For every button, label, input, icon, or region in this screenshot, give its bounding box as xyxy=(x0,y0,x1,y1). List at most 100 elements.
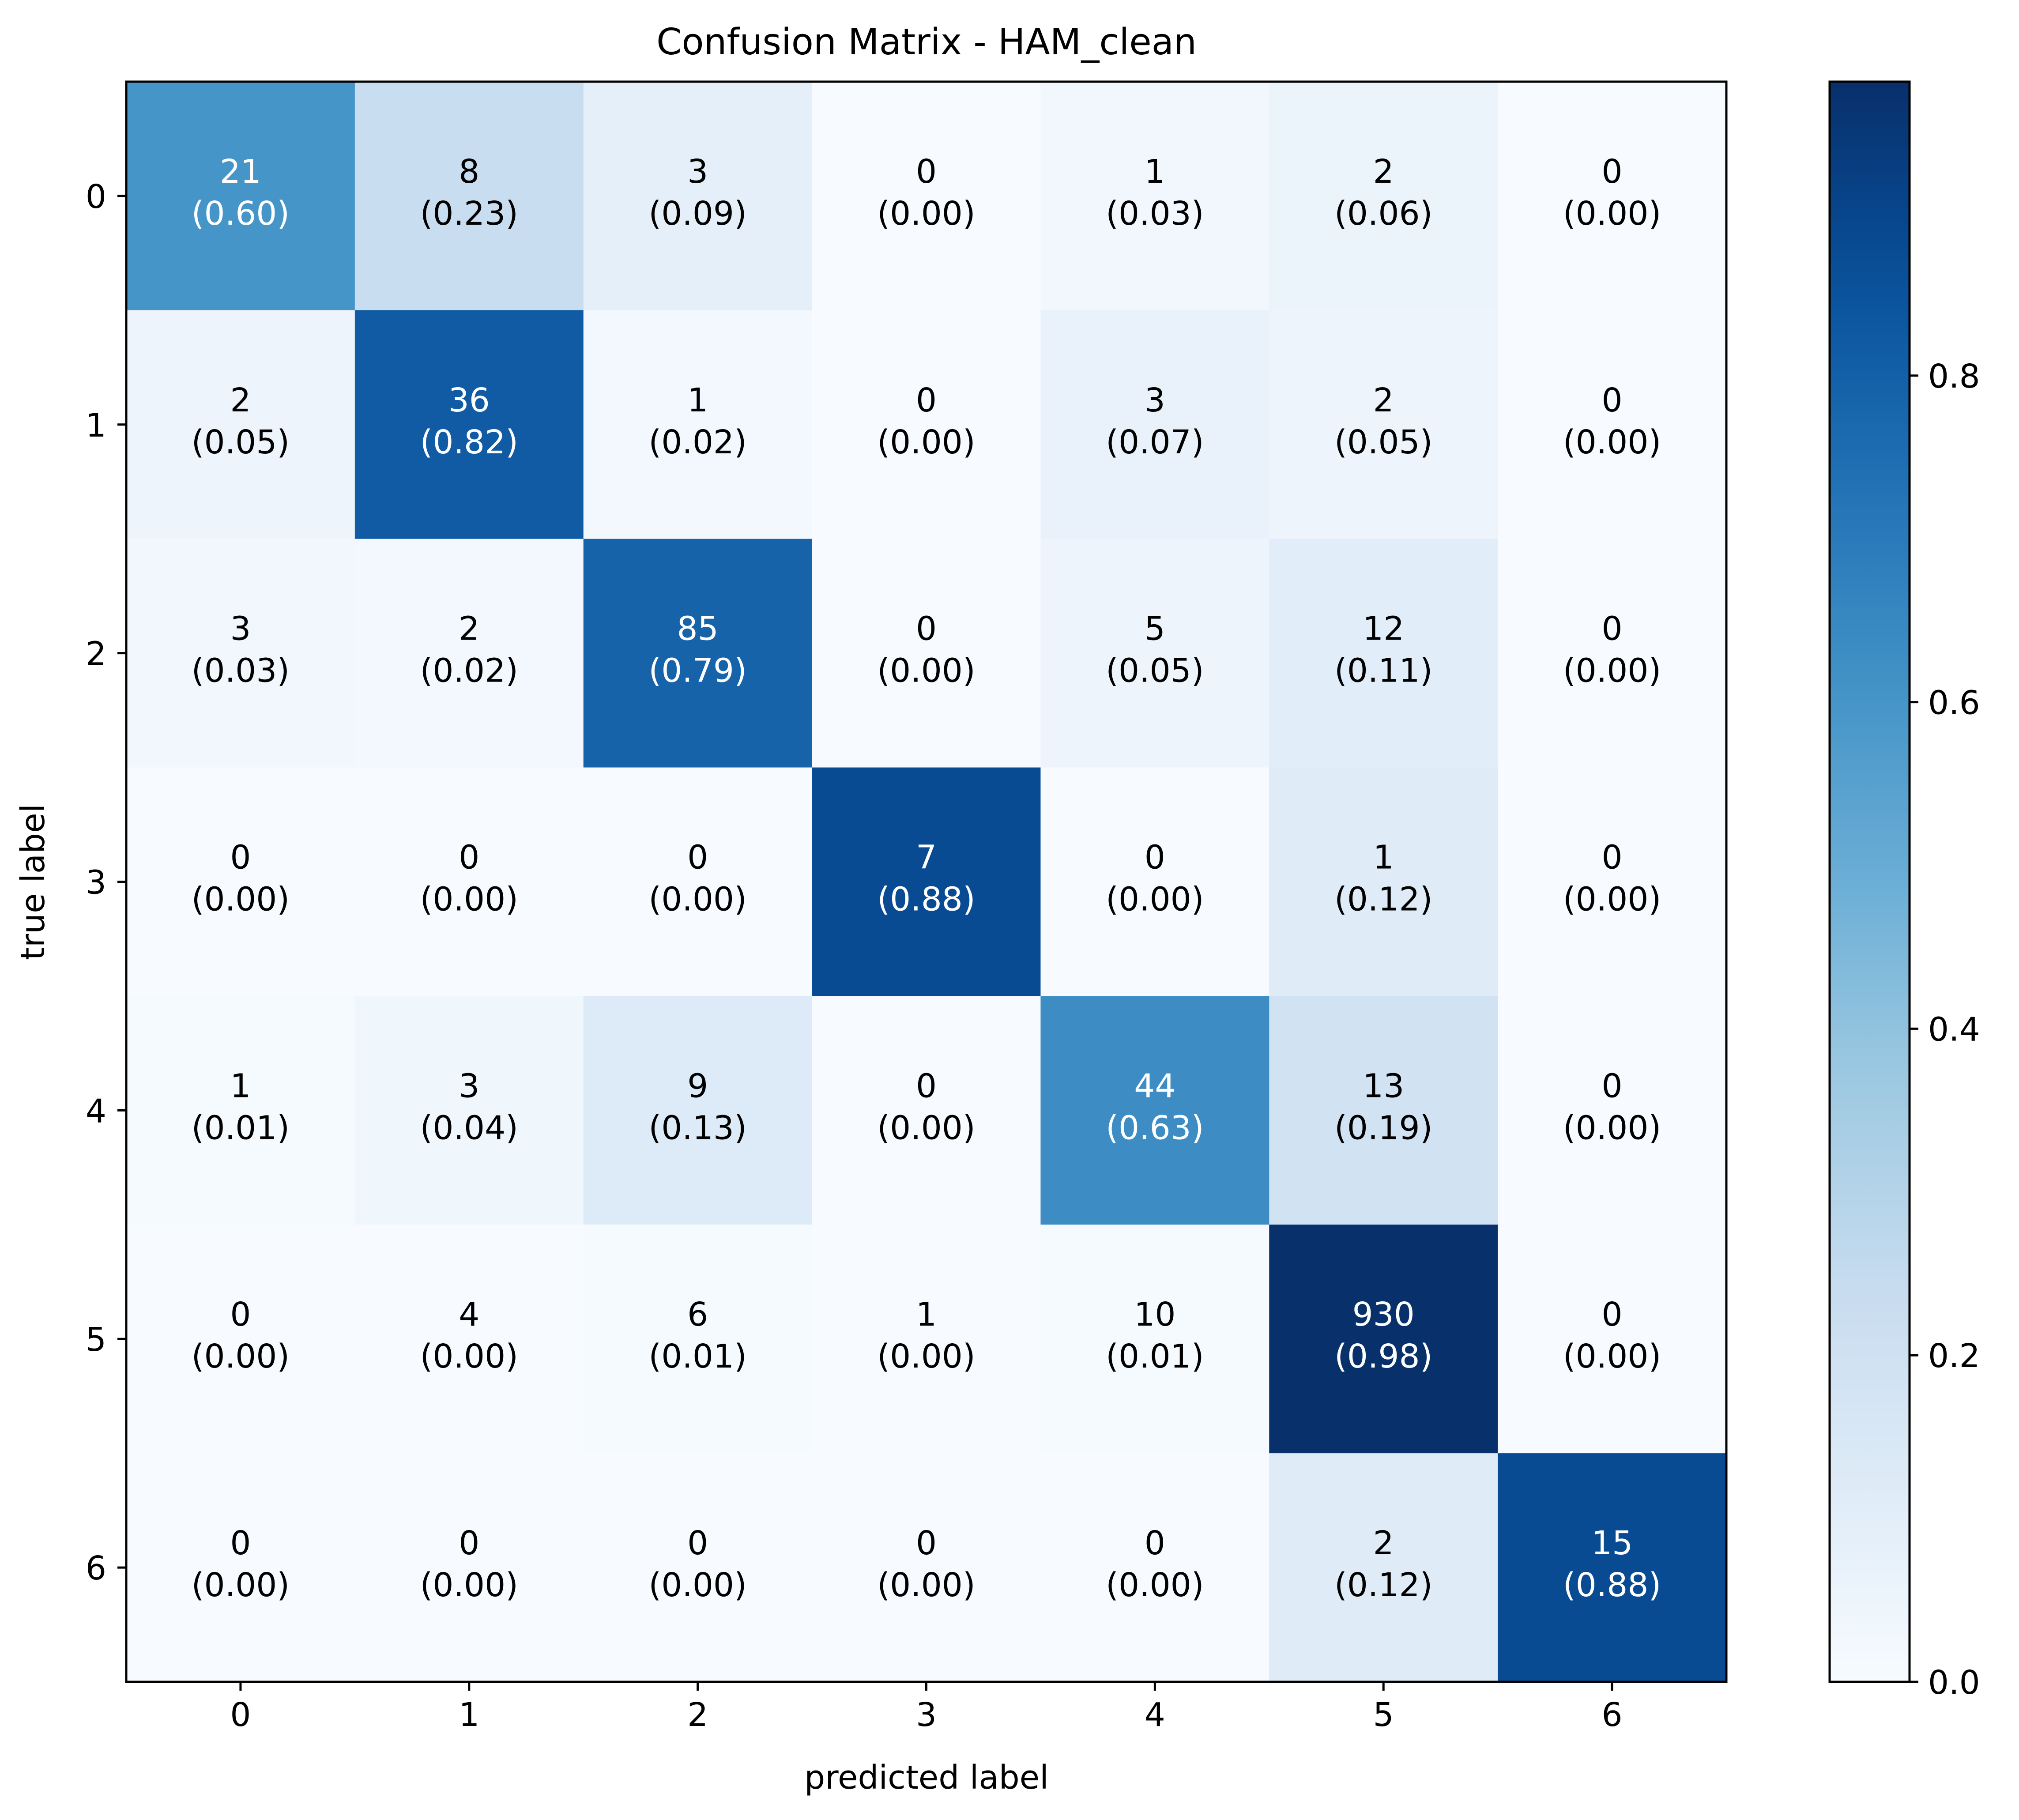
cell-count-label: 2 xyxy=(1373,1524,1394,1562)
cell-normalized-label: (0.00) xyxy=(1106,881,1204,919)
heatmap-cell xyxy=(1498,1225,1727,1454)
cell-normalized-label: (0.00) xyxy=(648,1566,747,1604)
cell-count-label: 10 xyxy=(1134,1296,1175,1334)
cell-count-label: 12 xyxy=(1363,610,1404,648)
cell-normalized-label: (0.00) xyxy=(1563,881,1661,919)
heatmap-cell xyxy=(1269,539,1498,768)
cell-count-label: 0 xyxy=(916,381,937,419)
cell-normalized-label: (0.04) xyxy=(420,1109,519,1147)
heatmap-cell xyxy=(354,1225,584,1454)
heatmap-cell xyxy=(1040,996,1269,1225)
y-axis: 0 1 2 3 4 5 6 xyxy=(86,178,126,1587)
heatmap-cell xyxy=(1269,767,1498,997)
cell-count-label: 15 xyxy=(1591,1524,1633,1562)
cell-count-label: 3 xyxy=(230,610,251,648)
cell-count-label: 4 xyxy=(459,1296,479,1334)
cell-count-label: 6 xyxy=(687,1296,708,1334)
cell-count-label: 0 xyxy=(916,610,937,648)
colorbar-ticks: 0.0 0.2 0.4 0.6 0.8 xyxy=(1910,358,1980,1702)
cell-normalized-label: (0.19) xyxy=(1334,1109,1433,1147)
cell-count-label: 1 xyxy=(687,381,708,419)
cell-normalized-label: (0.00) xyxy=(877,1566,976,1604)
cell-normalized-label: (0.05) xyxy=(1334,423,1433,461)
cell-count-label: 1 xyxy=(1373,839,1394,877)
heatmap-cell xyxy=(1040,1225,1269,1454)
cell-count-label: 0 xyxy=(916,1067,937,1105)
heatmap-cell xyxy=(354,767,584,997)
cell-normalized-label: (0.00) xyxy=(420,1566,519,1604)
heatmap-cell xyxy=(1269,996,1498,1225)
heatmap-cell xyxy=(354,996,584,1225)
cell-normalized-label: (0.79) xyxy=(648,652,747,690)
x-tick-label: 6 xyxy=(1602,1696,1623,1734)
heatmap-cell xyxy=(1040,82,1269,311)
cell-count-label: 0 xyxy=(1602,1296,1623,1334)
x-tick-label: 2 xyxy=(687,1696,708,1734)
heatmap-cell xyxy=(126,539,355,768)
cell-normalized-label: (0.01) xyxy=(648,1338,747,1375)
x-axis-label: predicted label xyxy=(804,1759,1049,1797)
cell-count-label: 0 xyxy=(1602,381,1623,419)
cell-normalized-label: (0.00) xyxy=(1563,1109,1661,1147)
cell-count-label: 0 xyxy=(687,839,708,877)
heatmap-cell xyxy=(583,82,813,311)
cell-count-label: 1 xyxy=(916,1296,937,1334)
cell-count-label: 0 xyxy=(1602,839,1623,877)
heatmap-cell xyxy=(126,767,355,997)
cell-normalized-label: (0.05) xyxy=(192,423,290,461)
x-tick-label: 4 xyxy=(1145,1696,1165,1734)
cell-normalized-label: (0.12) xyxy=(1334,881,1433,919)
heatmap-cell xyxy=(1269,310,1498,539)
cell-normalized-label: (0.00) xyxy=(877,1338,976,1375)
cell-normalized-label: (0.01) xyxy=(1106,1338,1204,1375)
cell-count-label: 36 xyxy=(448,381,490,419)
cell-normalized-label: (0.03) xyxy=(1106,195,1204,233)
heatmap-cell xyxy=(583,767,813,997)
heatmap-cell xyxy=(1498,310,1727,539)
heatmap-cell xyxy=(1269,1225,1498,1454)
heatmap-cell xyxy=(812,767,1041,997)
x-tick-label: 1 xyxy=(459,1696,479,1734)
heatmap-cell xyxy=(583,539,813,768)
cell-normalized-label: (0.98) xyxy=(1334,1338,1433,1375)
cell-count-label: 8 xyxy=(459,153,479,191)
cell-normalized-label: (0.03) xyxy=(192,652,290,690)
heatmap-cell xyxy=(812,310,1041,539)
cell-normalized-label: (0.05) xyxy=(1106,652,1204,690)
cell-normalized-label: (0.06) xyxy=(1334,195,1433,233)
y-tick-label: 6 xyxy=(86,1549,106,1587)
heatmap-cell xyxy=(1269,1453,1498,1682)
heatmap-cell xyxy=(126,1453,355,1682)
cell-count-label: 0 xyxy=(230,1524,251,1562)
colorbar-tick-label: 0.0 xyxy=(1928,1664,1980,1702)
cell-count-label: 0 xyxy=(1602,1067,1623,1105)
heatmap-cell xyxy=(583,996,813,1225)
cell-count-label: 1 xyxy=(1145,153,1165,191)
cell-normalized-label: (0.00) xyxy=(192,881,290,919)
cell-normalized-label: (0.00) xyxy=(1106,1566,1204,1604)
cell-count-label: 0 xyxy=(230,839,251,877)
heatmap-cells xyxy=(126,82,1727,1682)
cell-normalized-label: (0.00) xyxy=(1563,652,1661,690)
cell-count-label: 0 xyxy=(916,1524,937,1562)
cell-normalized-label: (0.00) xyxy=(420,1338,519,1375)
cell-count-label: 9 xyxy=(687,1067,708,1105)
heatmap-cell xyxy=(812,996,1041,1225)
cell-normalized-label: (0.00) xyxy=(877,652,976,690)
cell-normalized-label: (0.11) xyxy=(1334,652,1433,690)
cell-normalized-label: (0.00) xyxy=(192,1566,290,1604)
cell-count-label: 0 xyxy=(687,1524,708,1562)
heatmap-cell xyxy=(812,1453,1041,1682)
cell-normalized-label: (0.00) xyxy=(877,195,976,233)
cell-count-label: 3 xyxy=(687,153,708,191)
heatmap-cell xyxy=(126,1225,355,1454)
heatmap-cell xyxy=(812,539,1041,768)
heatmap-cell xyxy=(1498,1453,1727,1682)
heatmap-cell xyxy=(1040,767,1269,997)
cell-count-label: 2 xyxy=(459,610,479,648)
cell-normalized-label: (0.00) xyxy=(1563,1338,1661,1375)
x-tick-label: 0 xyxy=(230,1696,251,1734)
heatmap-cell xyxy=(354,310,584,539)
colorbar-tick-label: 0.4 xyxy=(1928,1010,1980,1048)
